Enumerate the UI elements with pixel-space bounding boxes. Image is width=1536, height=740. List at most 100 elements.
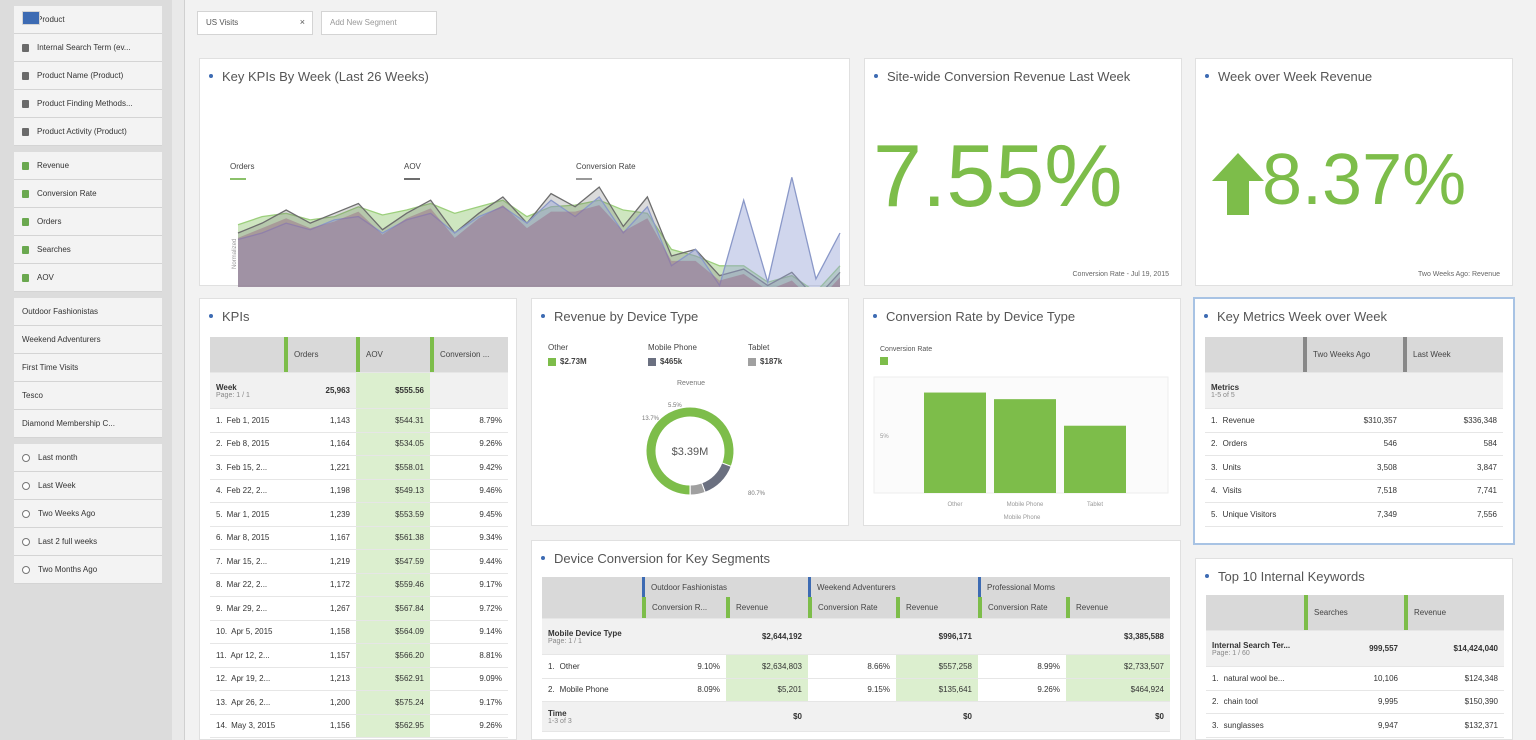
table-row[interactable]: 9. Mar 29, 2... 1,267 $567.84 9.72% [210, 597, 508, 621]
time-name[interactable]: Time [548, 708, 567, 718]
table-row[interactable]: 13. Apr 26, 2... 1,200 $575.24 9.17% [210, 691, 508, 715]
table-row[interactable]: 11. Apr 12, 2... 1,157 $566.20 8.81% [210, 644, 508, 668]
metric-item[interactable]: Searches [14, 236, 162, 264]
metric-item[interactable]: Conversion Rate [14, 180, 162, 208]
metric-label: Conversion Rate [37, 189, 97, 198]
row-label: 11. Apr 12, 2... [210, 644, 284, 667]
bar[interactable] [1064, 425, 1126, 493]
revenue-cell: $2,634,803 [726, 655, 808, 678]
header-cell[interactable]: Searches [1304, 595, 1404, 630]
header-cell[interactable]: Two Weeks Ago [1303, 337, 1403, 372]
table-row[interactable]: 5. Mar 1, 2015 1,239 $553.59 9.45% [210, 503, 508, 527]
add-segment-dropzone[interactable]: Add New Segment [321, 11, 437, 35]
dimension-item[interactable]: Product Finding Methods... [14, 90, 162, 118]
header-cell[interactable]: Conversion Rate [978, 597, 1066, 618]
table-row[interactable]: 1. Other 9.10% $2,634,803 8.66% $557,258 8.99%… [542, 655, 1170, 679]
header-cell[interactable]: Last Week [1403, 337, 1503, 372]
date-range-item[interactable]: Last Week [14, 472, 162, 500]
table-row[interactable]: 4. Visits 7,518 7,741 [1205, 480, 1503, 503]
summary-label: Metrics 1-5 of 5 [1205, 373, 1303, 408]
table-row[interactable]: 1. natural wool be... 10,106 $124,348 [1206, 667, 1504, 691]
series-line-1[interactable] [237, 186, 841, 287]
metric-item[interactable]: Revenue [14, 152, 162, 180]
table-row[interactable]: 3. Units 3,508 3,847 [1205, 456, 1503, 480]
conversion-bar-chart[interactable]: Conversion Rate 5% Other Mobile Phone Tablet… [864, 335, 1182, 525]
series-line-2[interactable] [237, 177, 841, 287]
table-row[interactable]: 14. May 3, 2015 1,156 $562.95 9.26% [210, 714, 508, 738]
remove-segment-icon[interactable]: × [299, 17, 305, 27]
keyword-name: natural wool be... [1223, 673, 1285, 683]
row-index: 14. [216, 721, 228, 731]
metric-item[interactable]: AOV [14, 264, 162, 292]
header-cell[interactable]: Revenue [896, 597, 978, 618]
donut-slice[interactable] [689, 482, 706, 496]
dimension-icon [22, 43, 29, 52]
segment-header[interactable]: Professional Moms [978, 577, 1170, 597]
header-cell[interactable]: Orders [284, 337, 356, 372]
segment-item[interactable]: Outdoor Fashionistas [14, 11, 162, 326]
dimension-name[interactable]: Mobile Device Type [548, 628, 622, 638]
table-row[interactable]: 5. Unique Visitors 7,349 7,556 [1205, 503, 1503, 527]
row-date: Feb 8, 2015 [226, 439, 270, 449]
segment-item[interactable]: Diamond Membership C... [14, 11, 162, 438]
header-cell[interactable]: Conversion ... [430, 337, 508, 372]
donut-slice[interactable] [645, 406, 735, 496]
conversion-cell: 8.81% [479, 650, 502, 660]
segment-chip[interactable]: US Visits × [197, 11, 313, 35]
header-cell[interactable]: Conversion R... [642, 597, 726, 618]
header-cell[interactable]: Conversion Rate [808, 597, 896, 618]
dimension-item[interactable]: Internal Search Term (ev... [14, 34, 162, 62]
date-range-item[interactable]: Last 2 full weeks [14, 528, 162, 556]
header-cell[interactable]: Revenue [1066, 597, 1170, 618]
date-ranges-group: Last month Last Week Two Weeks Ago Last 2 f… [14, 444, 162, 584]
table-row[interactable]: 2. Feb 8, 2015 1,164 $534.05 9.26% [210, 432, 508, 456]
metric-item[interactable]: Orders [14, 208, 162, 236]
sitewide-conversion-panel: Site-wide Conversion Revenue Last Week 7… [864, 58, 1182, 286]
dimension-item[interactable]: Product Activity (Product) [14, 118, 162, 146]
row-index: 1. [548, 661, 555, 671]
date-range-item[interactable]: Two Weeks Ago [14, 500, 162, 528]
table-row[interactable]: 7. Mar 15, 2... 1,219 $547.59 9.44% [210, 550, 508, 574]
revenue-cell: $124,348 [1464, 673, 1498, 683]
segment-label: Weekend Adventurers [22, 335, 101, 344]
header-cell[interactable]: Revenue [1404, 595, 1504, 630]
table-row[interactable]: 6. Mar 8, 2015 1,167 $561.38 9.34% [210, 526, 508, 550]
table-row[interactable]: 8. Mar 22, 2... 1,172 $559.46 9.17% [210, 573, 508, 597]
revenue-donut-chart[interactable]: Revenue $3.39M 5.5% 13.7% 80.7% [532, 367, 850, 527]
segment-label: Tesco [22, 391, 43, 400]
orders-cell: 1,219 [329, 556, 350, 566]
table-row[interactable]: 2. Orders 546 584 [1205, 433, 1503, 456]
aov-cell: $544.31 [356, 409, 430, 432]
header-cell[interactable]: Revenue [726, 597, 808, 618]
segment-header[interactable]: Outdoor Fashionistas [642, 577, 808, 597]
segment-item[interactable]: First Time Visits [14, 11, 162, 382]
pagination: Page: 1 / 1 [216, 392, 250, 399]
table-row[interactable]: 10. Apr 5, 2015 1,158 $564.09 9.14% [210, 620, 508, 644]
segment-item[interactable]: Weekend Adventurers [14, 11, 162, 354]
aov-cell: $575.24 [356, 691, 430, 714]
bar[interactable] [994, 399, 1056, 493]
row-index: 10. [216, 627, 228, 637]
bar[interactable] [924, 392, 986, 493]
table-row[interactable]: 2. chain tool 9,995 $150,390 [1206, 691, 1504, 714]
table-row[interactable]: 4. Feb 22, 2... 1,198 $549.13 9.46% [210, 479, 508, 503]
segment-header[interactable]: Weekend Adventurers [808, 577, 978, 597]
dimension-name[interactable]: Internal Search Ter... [1212, 640, 1291, 650]
table-row[interactable]: 1. Revenue $310,357 $336,348 [1205, 409, 1503, 433]
conversion-cell: 9.72% [479, 603, 502, 613]
table-row[interactable]: 3. sunglasses 9,947 $132,371 [1206, 714, 1504, 738]
date-range-item[interactable]: Last month [14, 444, 162, 472]
date-range-item[interactable]: Two Months Ago [14, 556, 162, 584]
dimension-item[interactable]: Product Name (Product) [14, 62, 162, 90]
table-row[interactable]: 3. Feb 15, 2... 1,221 $558.01 9.42% [210, 456, 508, 480]
last-week-cell: $336,348 [1463, 415, 1497, 425]
sparkline-cell [978, 702, 1066, 731]
dimension-name[interactable]: Week [216, 382, 237, 392]
table-row[interactable]: 1. Feb 1, 2015 1,143 $544.31 8.79% [210, 409, 508, 433]
segment-item[interactable]: Tesco [14, 11, 162, 410]
table-row[interactable]: 2. Mobile Phone 8.09% $5,201 9.15% $135,641 9.… [542, 678, 1170, 702]
table-row[interactable]: 12. Apr 19, 2... 1,213 $562.91 9.09% [210, 667, 508, 691]
donut-slice[interactable] [701, 462, 732, 493]
header-cell[interactable]: AOV [356, 337, 430, 372]
